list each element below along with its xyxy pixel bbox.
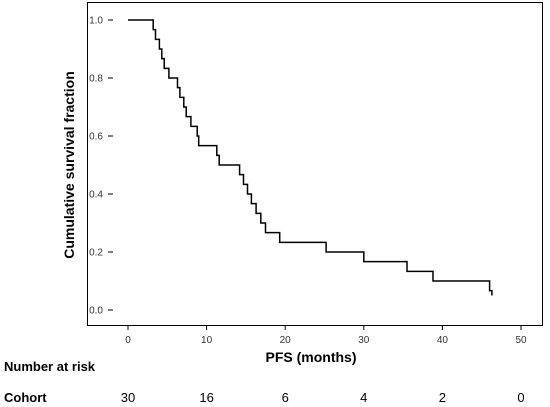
y-tick-label: 0.8 — [89, 74, 103, 85]
risk-count: 4 — [360, 390, 367, 405]
risk-counts: 30 16 6 4 2 0 — [121, 390, 525, 405]
x-tick-label: 50 — [515, 335, 527, 346]
risk-count: 30 — [121, 390, 135, 405]
risk-count: 16 — [199, 390, 213, 405]
y-axis-title: Cumulative survival fraction — [61, 71, 77, 259]
y-axis: 0.0 0.2 0.4 0.6 0.8 1.0 — [89, 16, 113, 317]
x-axis: 0 10 20 30 40 50 — [125, 325, 527, 346]
y-tick-label: 0.6 — [89, 132, 103, 143]
risk-table-group-label: Cohort — [4, 390, 47, 405]
plot-frame — [87, 2, 543, 326]
x-tick-label: 0 — [125, 335, 131, 346]
series-layer — [128, 19, 493, 296]
x-tick-label: 10 — [201, 335, 213, 346]
risk-count: 2 — [439, 390, 446, 405]
risk-count: 6 — [282, 390, 289, 405]
x-tick-label: 20 — [280, 335, 292, 346]
y-tick-label: 0.2 — [89, 248, 103, 259]
risk-count: 0 — [517, 390, 524, 405]
y-tick-label: 0.0 — [89, 306, 103, 317]
y-tick-label: 0.4 — [89, 190, 103, 201]
x-tick-label: 40 — [437, 335, 449, 346]
y-tick-label: 1.0 — [89, 16, 103, 27]
x-axis-title: PFS (months) — [266, 349, 357, 365]
survival-curve — [128, 19, 493, 296]
risk-table-heading: Number at risk — [4, 359, 96, 374]
x-tick-label: 30 — [358, 335, 370, 346]
